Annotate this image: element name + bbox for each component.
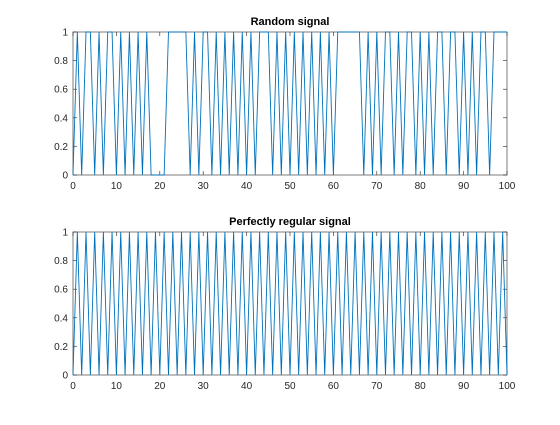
random-signal-x-tick-label: 20 xyxy=(154,181,166,192)
regular-signal-x-tick-label: 0 xyxy=(70,381,76,392)
regular-signal-y-tick-label: 0.8 xyxy=(54,256,68,267)
regular-signal-x-tick-label: 30 xyxy=(198,381,210,392)
regular-signal-x-tick-label: 90 xyxy=(458,381,470,392)
random-signal-axes-box xyxy=(72,31,508,176)
regular-signal-x-tick-label: 50 xyxy=(284,381,296,392)
regular-signal-x-tick-label: 70 xyxy=(371,381,383,392)
regular-signal-axes-box xyxy=(72,231,508,376)
random-signal-x-tick-label: 0 xyxy=(70,181,76,192)
random-signal-x-tick-label: 100 xyxy=(499,181,516,192)
random-signal-x-tick-label: 70 xyxy=(371,181,383,192)
regular-signal-y-tick-label: 1 xyxy=(62,228,68,239)
random-signal-x-tick-label: 50 xyxy=(284,181,296,192)
random-signal-y-tick-label: 0.2 xyxy=(54,142,68,153)
regular-signal-y-tick-label: 0.6 xyxy=(54,285,68,296)
regular-signal-x-tick-label: 10 xyxy=(111,381,123,392)
random-signal-x-tick-label: 90 xyxy=(458,181,470,192)
random-signal-y-tick-label: 0.8 xyxy=(54,56,68,67)
regular-signal-y-tick-label: 0.4 xyxy=(54,313,68,324)
regular-signal-x-tick-label: 20 xyxy=(154,381,166,392)
regular-signal-y-tick-label: 0.2 xyxy=(54,342,68,353)
regular-signal-x-tick-label: 40 xyxy=(241,381,253,392)
random-signal-x-tick-label: 10 xyxy=(111,181,123,192)
random-signal-title: Random signal xyxy=(251,16,330,28)
regular-signal-plot: Perfectly regular signal 0 10 20 30 40 50 60 70… xyxy=(54,216,516,392)
regular-signal-series-line xyxy=(72,231,508,376)
random-signal-x-tick-label: 80 xyxy=(415,181,427,192)
random-signal-plot: Random signal 0 10 20 30 40 50 60 70 80 90 100 0 0.2… xyxy=(54,16,516,192)
random-signal-y-tick-label: 0.6 xyxy=(54,85,68,96)
random-signal-y-tick-label: 0 xyxy=(62,171,68,182)
random-signal-x-tick-label: 30 xyxy=(198,181,210,192)
regular-signal-x-tick-label: 60 xyxy=(328,381,340,392)
regular-signal-title: Perfectly regular signal xyxy=(229,216,351,228)
regular-signal-x-tick-label: 80 xyxy=(415,381,427,392)
random-signal-x-tick-label: 40 xyxy=(241,181,253,192)
random-signal-y-tick-label: 1 xyxy=(62,28,68,39)
random-signal-y-tick-label: 0.4 xyxy=(54,113,68,124)
regular-signal-x-tick-label: 100 xyxy=(499,381,516,392)
regular-signal-y-tick-label: 0 xyxy=(62,371,68,382)
random-signal-series-line xyxy=(72,31,507,176)
random-signal-x-tick-label: 60 xyxy=(328,181,340,192)
